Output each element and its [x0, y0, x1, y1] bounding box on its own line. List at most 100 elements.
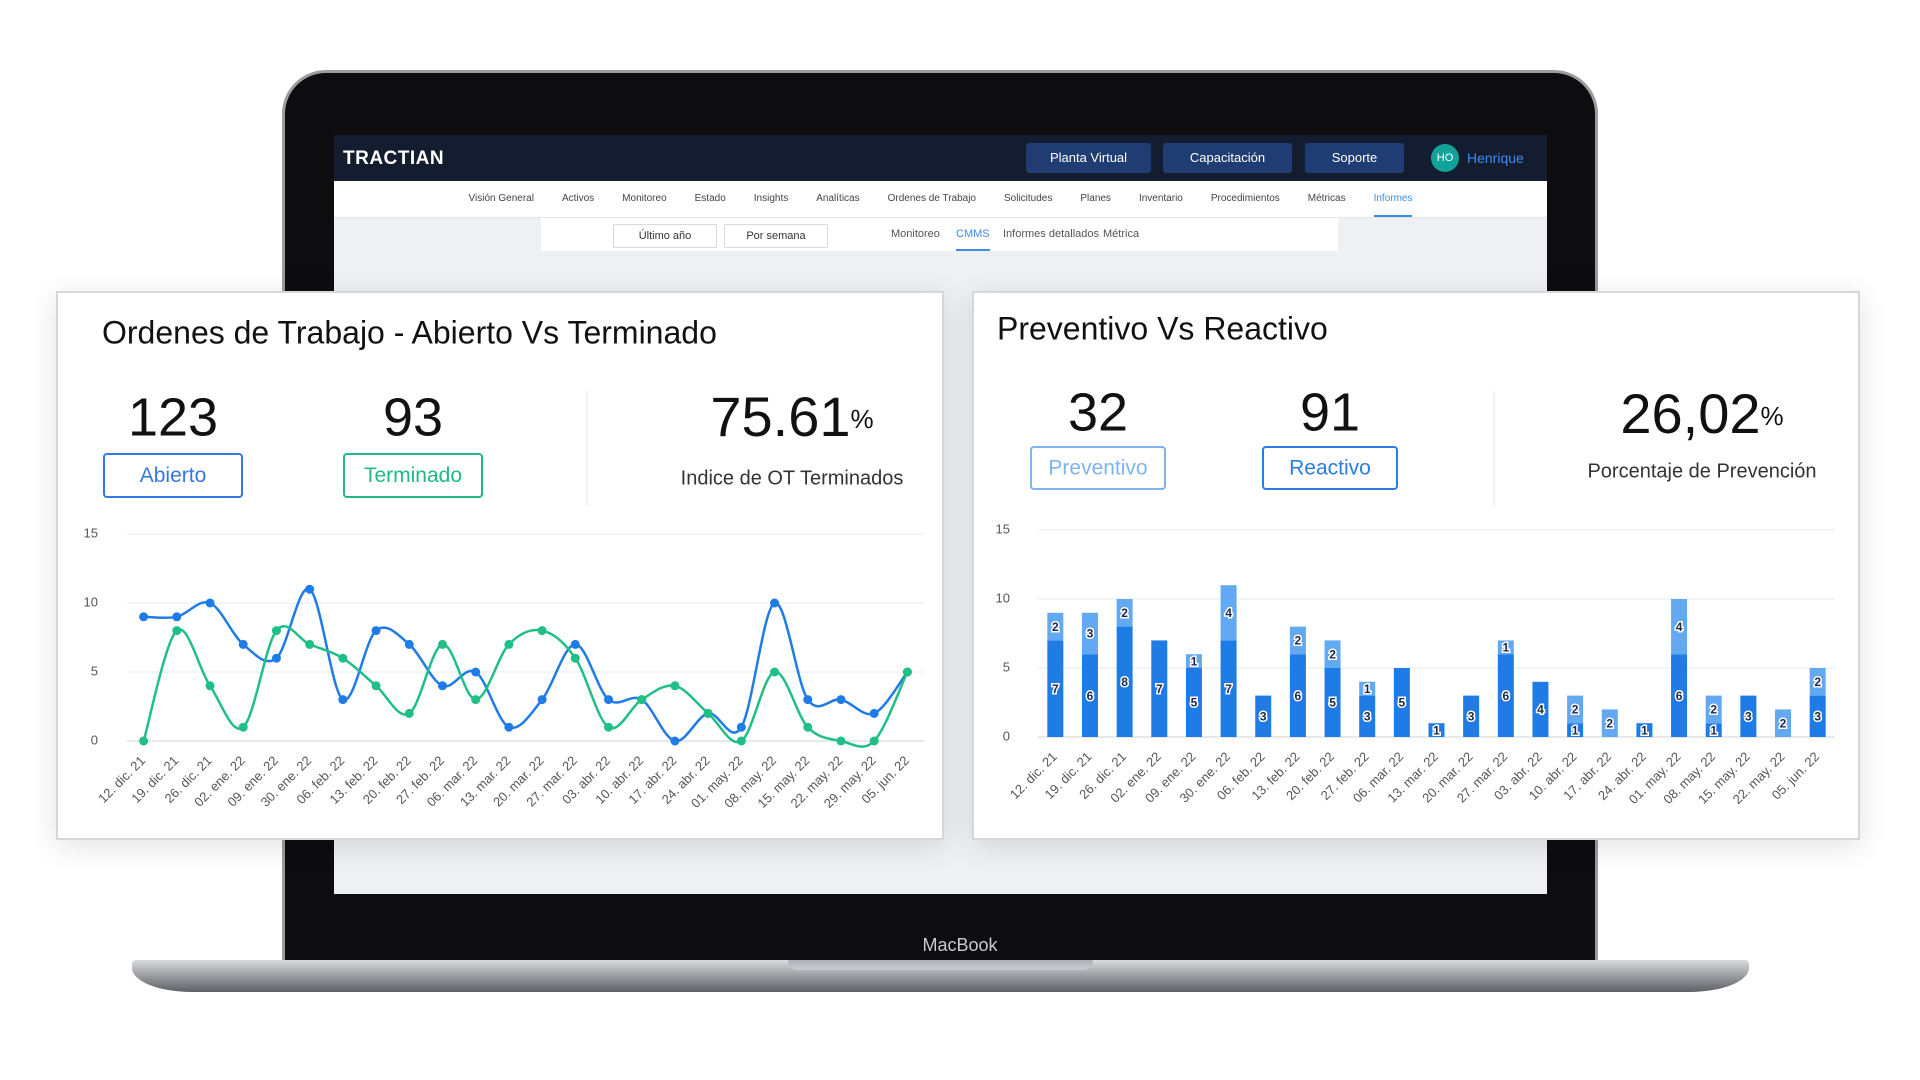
- kpi: 75.61%: [710, 385, 873, 448]
- bar-label: 7: [1156, 682, 1163, 696]
- stat-total: 93: [383, 387, 443, 447]
- bar-label: 8: [1121, 675, 1128, 689]
- bar-label: 3: [1814, 709, 1821, 723]
- data-point: [471, 667, 481, 677]
- header-button[interactable]: Soporte: [1305, 143, 1404, 173]
- bar-label: 4: [1676, 620, 1683, 634]
- legend-button[interactable]: [1030, 446, 1166, 490]
- data-point: [670, 736, 680, 746]
- data-point: [803, 722, 813, 732]
- bar-label: 2: [1572, 703, 1579, 717]
- bar-label: 3: [1364, 709, 1371, 723]
- data-point: [371, 681, 381, 691]
- menu-item[interactable]: Analíticas: [816, 193, 860, 204]
- y-tick-label: 15: [996, 521, 1010, 536]
- bar-segment: [1081, 654, 1098, 737]
- data-point: [238, 639, 248, 649]
- chart-title: Ordenes de Trabajo - Abierto Vs Terminad…: [102, 314, 717, 350]
- bar-label: 6: [1295, 689, 1302, 703]
- menu-item[interactable]: Planes: [1080, 193, 1111, 204]
- menu-item[interactable]: Visión General: [468, 193, 534, 204]
- data-point: [504, 722, 514, 732]
- kpi-unit: %: [851, 404, 874, 434]
- avatar[interactable]: HO: [1431, 144, 1459, 172]
- y-tick-label: 0: [1003, 728, 1010, 743]
- menu-item[interactable]: Procedimientos: [1210, 193, 1280, 204]
- menu-item[interactable]: Insights: [753, 193, 789, 204]
- stat-total: 32: [1068, 382, 1128, 442]
- data-point: [504, 639, 514, 649]
- menu: Visión General Activos Monitoreo Estado Insi…: [334, 181, 1547, 218]
- tab[interactable]: Informes detallados: [1003, 228, 1099, 240]
- data-point: [537, 626, 547, 636]
- data-point: [471, 695, 481, 705]
- header-button[interactable]: Capacitación: [1163, 143, 1292, 173]
- bar-label: 2: [1295, 634, 1302, 648]
- filter-button[interactable]: Último año: [613, 224, 717, 248]
- bar-segment: [1740, 695, 1757, 737]
- bar-segment: [1636, 723, 1653, 737]
- bar-segment: [1809, 668, 1826, 696]
- bar-segment: [1671, 599, 1688, 655]
- menu-item[interactable]: Monitoreo: [622, 193, 667, 204]
- series-line: [142, 625, 909, 748]
- bar-label: 4: [1225, 606, 1232, 620]
- bar-segment: [1151, 640, 1168, 737]
- bar-label: 1: [1433, 723, 1440, 737]
- data-point: [139, 736, 149, 746]
- data-point: [172, 612, 182, 622]
- sub-bar: Último año Por semana Monitoreo CMMS Infor…: [541, 218, 1338, 251]
- legend-label: Abierto: [140, 464, 207, 487]
- menu-item[interactable]: Inventario: [1138, 193, 1183, 204]
- bar-label: 2: [1710, 703, 1717, 717]
- tab[interactable]: Métrica: [1103, 228, 1140, 240]
- filter-button[interactable]: Por semana: [724, 224, 828, 248]
- legend-button[interactable]: [343, 453, 483, 498]
- data-point: [437, 639, 447, 649]
- menu-item[interactable]: Ordenes de Trabajo: [887, 193, 976, 204]
- data-point: [869, 708, 879, 718]
- data-point: [836, 695, 846, 705]
- bar-label: 3: [1745, 709, 1752, 723]
- legend-button[interactable]: [103, 453, 243, 498]
- bar-segment: [1428, 723, 1445, 737]
- bar-segment: [1220, 640, 1237, 737]
- tab[interactable]: Monitoreo: [891, 228, 940, 240]
- kpi-value: 75.61: [710, 385, 850, 448]
- top-bar: TRACTIAN Planta Virtual Capacitación Sop…: [334, 135, 1547, 181]
- bar-label: 4: [1537, 703, 1544, 717]
- bar-segment: [1185, 668, 1202, 737]
- data-point: [570, 653, 580, 663]
- legend-label: Terminado: [364, 464, 462, 487]
- bar-label: 2: [1121, 606, 1128, 620]
- tab[interactable]: CMMS: [956, 218, 990, 251]
- menu-item[interactable]: Métricas: [1307, 193, 1346, 204]
- bar-label: 2: [1329, 647, 1336, 661]
- data-point: [205, 681, 215, 691]
- data-point: [305, 584, 315, 594]
- data-point: [670, 681, 680, 691]
- data-point: [604, 695, 614, 705]
- bar-label: 1: [1641, 723, 1648, 737]
- bar-segment: [1567, 723, 1584, 737]
- menu-item[interactable]: Informes: [1373, 181, 1413, 217]
- bar-segment: [1497, 654, 1514, 737]
- bar-label: 3: [1260, 709, 1267, 723]
- bar-segment: [1220, 585, 1237, 641]
- bar-segment: [1255, 695, 1272, 737]
- bar-segment: [1705, 723, 1722, 737]
- bar-label: 1: [1364, 682, 1371, 696]
- data-point: [836, 736, 846, 746]
- data-point: [371, 626, 381, 636]
- header-button[interactable]: Planta Virtual: [1026, 143, 1151, 173]
- data-point: [238, 722, 248, 732]
- menu-item[interactable]: Estado: [694, 193, 726, 204]
- menu-item[interactable]: Solicitudes: [1004, 193, 1053, 204]
- menu-item[interactable]: Activos: [561, 193, 595, 204]
- user-name[interactable]: Henrique: [1467, 150, 1524, 166]
- bar-label: 3: [1468, 709, 1475, 723]
- legend-button[interactable]: [1262, 446, 1398, 490]
- bar-label: 7: [1225, 682, 1232, 696]
- data-point: [305, 639, 315, 649]
